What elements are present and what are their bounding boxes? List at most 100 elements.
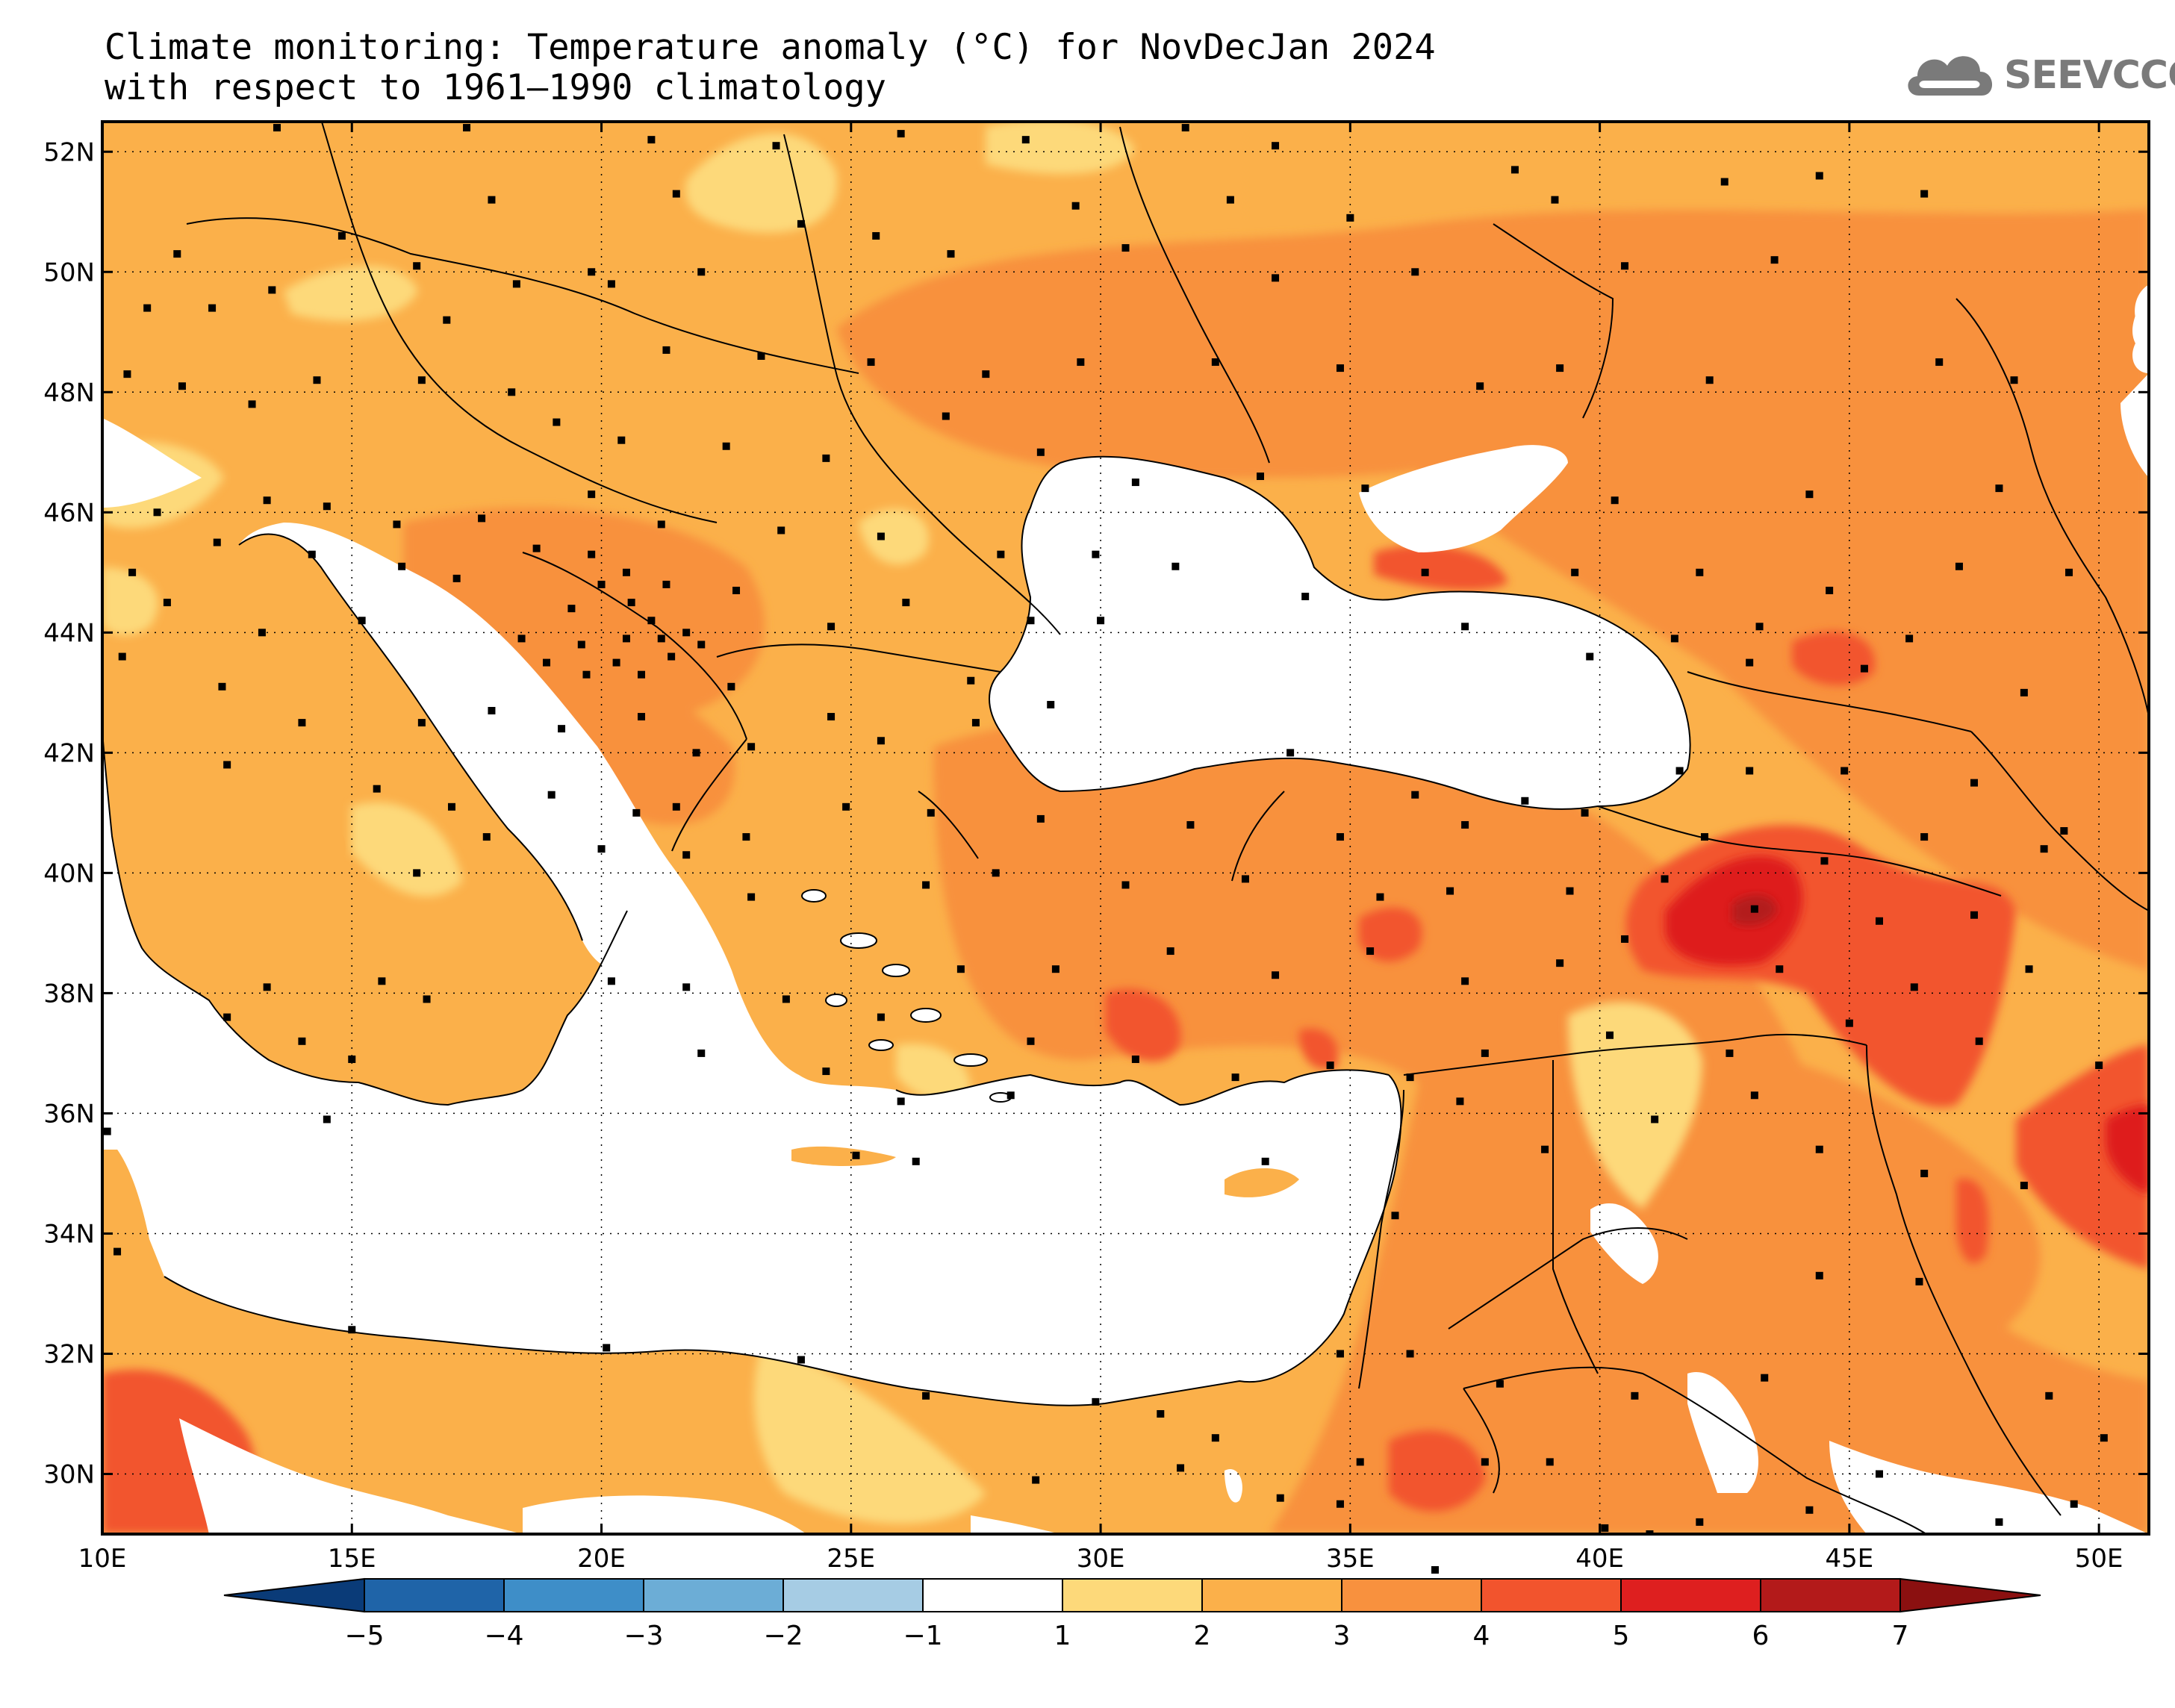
station-marker <box>971 719 980 727</box>
map-title-line1: Climate monitoring: Temperature anomaly … <box>105 27 1436 68</box>
station-marker <box>153 508 161 517</box>
station-marker <box>1675 767 1684 775</box>
colorbar-label: 3 <box>1334 1621 1351 1651</box>
station-marker <box>632 808 641 817</box>
colorbar-swatch <box>364 1578 505 1612</box>
station-marker <box>897 130 905 138</box>
station-marker <box>553 418 561 426</box>
station-marker <box>2025 965 2033 973</box>
station-marker <box>358 617 366 625</box>
station-marker <box>1566 887 1574 895</box>
lat-tick-label: 32N <box>43 1339 95 1369</box>
station-marker <box>558 725 566 733</box>
station-marker <box>1226 196 1234 204</box>
station-marker <box>1770 256 1779 264</box>
station-marker <box>697 268 706 276</box>
station-marker <box>662 346 670 354</box>
station-marker <box>1776 965 1784 973</box>
station-marker <box>517 635 526 643</box>
colorbar-label: 4 <box>1473 1621 1490 1651</box>
colorbar-label: 1 <box>1054 1621 1071 1651</box>
station-marker <box>1326 1062 1334 1070</box>
station-marker <box>1391 1212 1399 1220</box>
station-marker <box>447 802 455 811</box>
station-marker <box>822 454 830 462</box>
station-marker <box>1701 833 1709 841</box>
seevccc-logo: SEEVCCC <box>1902 46 2175 105</box>
station-marker <box>1601 1524 1609 1532</box>
station-marker <box>1211 1434 1219 1442</box>
station-marker <box>647 617 656 625</box>
station-marker <box>1720 178 1729 186</box>
lon-tick-label: 30E <box>1077 1544 1125 1574</box>
station-marker <box>508 388 516 396</box>
station-marker <box>672 190 680 198</box>
station-marker <box>697 1049 706 1057</box>
station-marker <box>727 682 735 691</box>
station-marker <box>337 231 346 240</box>
station-marker <box>997 550 1005 558</box>
station-marker <box>1646 1530 1654 1534</box>
station-marker <box>1032 1476 1040 1484</box>
station-marker <box>1121 244 1130 252</box>
station-marker <box>1805 1506 1814 1514</box>
lon-tick-label: 45E <box>1826 1544 1874 1574</box>
station-marker <box>1092 1397 1100 1406</box>
station-marker <box>1211 358 1219 367</box>
station-marker <box>722 442 730 450</box>
station-marker <box>348 1055 356 1063</box>
station-marker <box>178 382 186 390</box>
station-marker <box>113 1247 122 1256</box>
lat-tick-label: 34N <box>43 1219 95 1249</box>
station-marker <box>298 719 306 727</box>
station-marker <box>1920 1169 1929 1177</box>
station-marker <box>1750 1091 1758 1100</box>
station-marker <box>1920 833 1929 841</box>
station-marker <box>1915 1277 1923 1285</box>
station-marker <box>1411 268 1419 276</box>
station-marker <box>852 1151 860 1159</box>
station-marker <box>627 599 635 607</box>
station-marker <box>482 833 491 841</box>
station-marker <box>1750 905 1758 913</box>
station-marker <box>1171 562 1180 570</box>
station-marker <box>1346 214 1354 222</box>
lat-tick-label: 44N <box>43 618 95 648</box>
station-marker <box>1746 658 1754 667</box>
station-marker <box>1461 977 1469 985</box>
station-marker <box>1231 1073 1239 1082</box>
station-marker <box>922 1391 930 1400</box>
station-marker <box>373 785 381 793</box>
station-marker <box>1586 652 1594 661</box>
station-marker <box>1815 1145 1823 1153</box>
station-marker <box>1521 797 1529 805</box>
station-marker <box>378 977 386 985</box>
station-marker <box>1272 142 1280 150</box>
lon-tick-label: 15E <box>328 1544 376 1574</box>
station-marker <box>902 599 910 607</box>
station-marker <box>1496 1380 1504 1388</box>
station-marker <box>1845 1019 1853 1027</box>
colorbar-swatch <box>782 1578 924 1612</box>
station-marker <box>478 514 486 523</box>
station-marker <box>1336 833 1344 841</box>
station-marker <box>547 791 556 799</box>
station-marker <box>2070 1500 2078 1508</box>
station-marker <box>2020 688 2028 696</box>
station-marker <box>213 538 221 546</box>
station-marker <box>662 580 670 588</box>
lon-tick-label: 40E <box>1575 1544 1624 1574</box>
station-marker <box>1551 196 1559 204</box>
islands <box>314 826 1299 1197</box>
colorbar-label: 7 <box>1892 1621 1909 1651</box>
station-marker <box>577 640 585 649</box>
station-marker <box>1621 262 1629 270</box>
station-marker <box>1820 857 1829 865</box>
longitude-axis: 10E 15E 20E 25E 30E 35E 40E 45E 50E <box>78 122 2123 1574</box>
station-marker <box>1376 893 1384 901</box>
colorbar-label: 6 <box>1752 1621 1770 1651</box>
station-marker <box>682 629 691 637</box>
station-marker <box>223 1013 231 1021</box>
station-marker <box>1361 484 1369 493</box>
station-marker <box>1875 917 1883 925</box>
